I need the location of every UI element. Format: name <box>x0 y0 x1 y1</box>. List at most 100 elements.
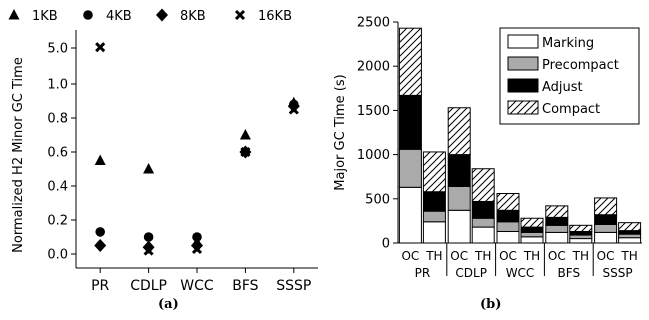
bar-segment-marking <box>422 221 446 244</box>
bar-segment-precompact <box>545 224 569 233</box>
bar-segment-compact <box>447 107 471 156</box>
bar-segment-marking <box>569 238 593 244</box>
bar-segment-adjust <box>447 154 471 187</box>
x-tick-label-a: PR <box>91 278 109 294</box>
bar-segment-compact <box>398 27 422 96</box>
bar-label-b: TH <box>523 249 540 263</box>
legend-label-b: Compact <box>542 102 600 117</box>
point-4KB <box>95 227 105 237</box>
bar-segment-compact <box>618 222 642 232</box>
legend-label-a: 16KB <box>258 9 292 24</box>
x-tick-label-a: SSSP <box>276 278 311 294</box>
bar-segment-compact <box>594 197 618 216</box>
bar-segment-compact <box>569 224 593 233</box>
point-4KB <box>192 232 202 242</box>
chart-b: 0 500 1000 1500 2000 2500 Major GC Time (s) OC T… <box>333 16 642 280</box>
legend-label-a: 1KB <box>32 9 58 24</box>
point-16KB <box>191 243 203 254</box>
y-tick-label-b: 2000 <box>357 60 390 75</box>
bar-segment-precompact <box>447 185 471 211</box>
bar-segment-adjust <box>422 191 446 212</box>
point-16KB <box>288 104 299 115</box>
bar-segment-precompact <box>471 217 495 228</box>
bar-segment-compact <box>422 151 446 193</box>
bar-segment-adjust <box>496 209 520 223</box>
bar-segment-compact <box>471 168 495 202</box>
bar-segment-marking <box>398 186 422 244</box>
y-tick-label-a: 5.0 <box>47 42 68 57</box>
group-label-b: SSSP <box>603 266 633 280</box>
group-label-b: WCC <box>506 266 535 280</box>
bar-segment-marking <box>520 236 544 244</box>
bar-segment-precompact <box>594 223 618 233</box>
chart-a: 0.0 0.2 0.4 0.6 0.8 1.0 5.0 PR CDLP WCC BFS SSSP Nor… <box>8 8 318 294</box>
point-8KB <box>287 99 300 113</box>
bar-segment-adjust <box>618 230 642 235</box>
caption-a: (a) <box>158 297 179 312</box>
bar-segment-precompact <box>520 231 544 238</box>
point-1KB <box>143 163 155 174</box>
legend-label-a: 4KB <box>106 9 132 24</box>
legend-marker-1KB <box>8 9 20 20</box>
bar-segment-precompact <box>618 233 642 239</box>
caption-b: (b) <box>480 297 502 312</box>
point-8KB <box>191 239 203 252</box>
y-tick-label-a: 0.2 <box>47 214 68 229</box>
bar-segment-adjust <box>398 94 422 150</box>
legend-swatch-adjust <box>507 78 539 93</box>
y-tick-label-b: 1500 <box>357 104 390 119</box>
y-tick-label-a: 0.8 <box>47 112 68 127</box>
bar-segment-compact <box>545 205 569 218</box>
group-label-b: CDLP <box>455 266 487 280</box>
bar-segment-marking <box>447 209 471 244</box>
x-tick-label-a: BFS <box>232 278 258 294</box>
legend-swatch-marking <box>507 34 539 49</box>
legend-swatch-compact <box>507 100 539 115</box>
point-8KB <box>142 240 155 254</box>
y-tick-label-b: 500 <box>365 192 390 207</box>
bar-label-b: TH <box>474 249 491 263</box>
y-tick-label-a: 0.4 <box>47 180 68 195</box>
bar-segment-marking <box>471 226 495 244</box>
legend-label-b: Precompact <box>542 58 619 73</box>
bar-segment-precompact <box>398 148 422 188</box>
legend-label-b: Adjust <box>542 80 583 95</box>
legend-marker-16KB <box>234 9 246 21</box>
bar-label-b: TH <box>425 249 442 263</box>
y-tick-label-a: 0.0 <box>47 248 68 263</box>
point-16KB <box>143 245 154 256</box>
point-4KB <box>143 232 154 242</box>
bar-segment-compact <box>520 217 544 228</box>
bar-label-b: TH <box>620 249 637 263</box>
group-label-b: BFS <box>558 266 581 280</box>
bar-segment-adjust <box>520 226 544 233</box>
legend-marker-8KB <box>156 8 168 22</box>
x-tick-label-a: CDLP <box>130 278 167 294</box>
y-axis-label-b: Major GC Time (s) <box>333 74 348 190</box>
bar-segment-marking <box>618 237 642 244</box>
legend-swatch-precompact <box>507 56 539 71</box>
bar-label-b: OC <box>548 249 566 263</box>
bar-label-b: OC <box>597 249 615 263</box>
bar-label-b: OC <box>499 249 517 263</box>
point-1KB <box>94 154 106 165</box>
y-tick-label-a: 1.0 <box>47 78 68 93</box>
y-tick-label-b: 0 <box>382 237 390 252</box>
bar-segment-precompact <box>422 210 446 223</box>
group-label-b: PR <box>415 266 431 280</box>
legend-label-a: 8KB <box>180 9 206 24</box>
legend-label-b: Marking <box>542 36 594 51</box>
point-1KB <box>239 129 251 140</box>
bar-segment-marking <box>545 231 569 244</box>
legend-marker-4KB <box>83 10 93 20</box>
bar-segment-marking <box>594 231 618 244</box>
bar-segment-precompact <box>496 221 520 233</box>
point-16KB <box>240 146 251 158</box>
bar-segment-adjust <box>471 200 495 219</box>
y-tick-label-b: 2500 <box>357 16 390 31</box>
bar-segment-marking <box>496 231 520 244</box>
bar-segment-adjust <box>569 231 593 236</box>
bar-segment-adjust <box>594 214 618 225</box>
point-16KB <box>95 42 106 53</box>
